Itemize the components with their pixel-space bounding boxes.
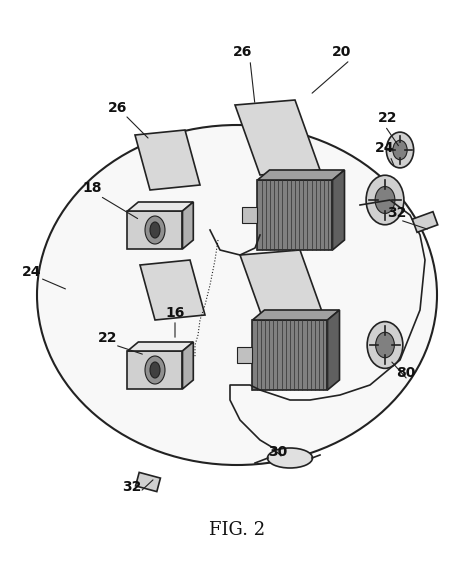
Polygon shape bbox=[328, 310, 339, 390]
Text: 16: 16 bbox=[165, 306, 185, 320]
Ellipse shape bbox=[393, 140, 407, 160]
Polygon shape bbox=[243, 207, 257, 223]
Polygon shape bbox=[128, 351, 182, 389]
Polygon shape bbox=[412, 212, 438, 232]
Polygon shape bbox=[140, 260, 205, 320]
Polygon shape bbox=[128, 342, 193, 351]
Ellipse shape bbox=[376, 332, 394, 358]
Polygon shape bbox=[253, 320, 328, 390]
Text: 24: 24 bbox=[375, 141, 395, 155]
Text: 20: 20 bbox=[332, 45, 352, 59]
Text: 30: 30 bbox=[268, 445, 288, 459]
Polygon shape bbox=[128, 202, 193, 211]
Text: 24: 24 bbox=[22, 265, 42, 279]
Text: 32: 32 bbox=[122, 480, 142, 494]
Text: FIG. 2: FIG. 2 bbox=[209, 521, 265, 539]
Text: 22: 22 bbox=[378, 111, 398, 125]
Polygon shape bbox=[135, 130, 200, 190]
Polygon shape bbox=[253, 310, 339, 320]
Ellipse shape bbox=[366, 175, 404, 224]
Polygon shape bbox=[136, 473, 160, 492]
Ellipse shape bbox=[375, 187, 395, 214]
Polygon shape bbox=[182, 342, 193, 389]
Polygon shape bbox=[128, 211, 182, 249]
Ellipse shape bbox=[386, 132, 414, 168]
Polygon shape bbox=[182, 202, 193, 249]
Ellipse shape bbox=[150, 222, 160, 238]
Ellipse shape bbox=[145, 216, 165, 244]
Polygon shape bbox=[332, 170, 345, 250]
Polygon shape bbox=[240, 250, 325, 325]
Text: 80: 80 bbox=[396, 366, 416, 380]
Ellipse shape bbox=[150, 362, 160, 378]
Polygon shape bbox=[237, 347, 253, 363]
Ellipse shape bbox=[367, 321, 403, 368]
Ellipse shape bbox=[145, 356, 165, 384]
Polygon shape bbox=[257, 170, 345, 180]
Text: 26: 26 bbox=[109, 101, 128, 115]
Text: 32: 32 bbox=[387, 206, 407, 220]
Ellipse shape bbox=[267, 448, 312, 468]
Text: 22: 22 bbox=[98, 331, 118, 345]
Text: 26: 26 bbox=[233, 45, 253, 59]
Polygon shape bbox=[257, 180, 332, 250]
Ellipse shape bbox=[37, 125, 437, 465]
Text: 18: 18 bbox=[82, 181, 102, 195]
Polygon shape bbox=[235, 100, 320, 175]
